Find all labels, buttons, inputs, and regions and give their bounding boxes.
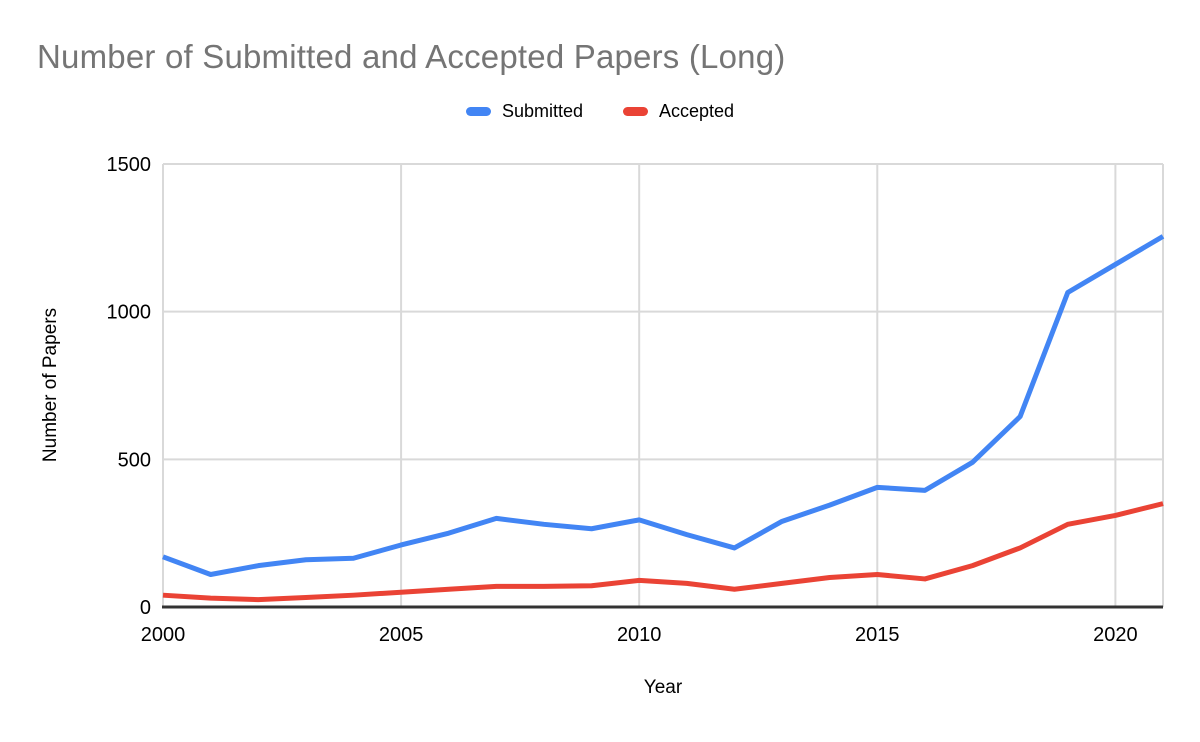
chart-title: Number of Submitted and Accepted Papers … [37,38,786,75]
x-tick-label: 2000 [141,624,186,646]
series-line-submitted [162,234,1165,578]
legend-swatch-icon [465,107,491,116]
y-tick-label: 500 [118,449,151,471]
y-tick-label: 1500 [107,154,152,176]
series-line-accepted [162,501,1164,603]
legend-item-submitted: Submitted [465,101,583,122]
y-tick-label: 1000 [107,302,152,324]
legend-item-accepted: Accepted [622,101,735,122]
x-tick-label: 2005 [379,624,424,646]
x-axis-title: Year [643,677,683,698]
legend: Submitted Accepted [0,101,1200,122]
x-tick-label: 2010 [617,624,662,646]
legend-label: Accepted [658,101,735,121]
legend-label: Submitted [501,101,583,121]
x-tick-label: 2020 [1093,624,1138,646]
x-tick-label: 2015 [855,624,900,646]
legend-swatch-icon [622,107,648,116]
y-tick-label: 0 [140,597,151,619]
